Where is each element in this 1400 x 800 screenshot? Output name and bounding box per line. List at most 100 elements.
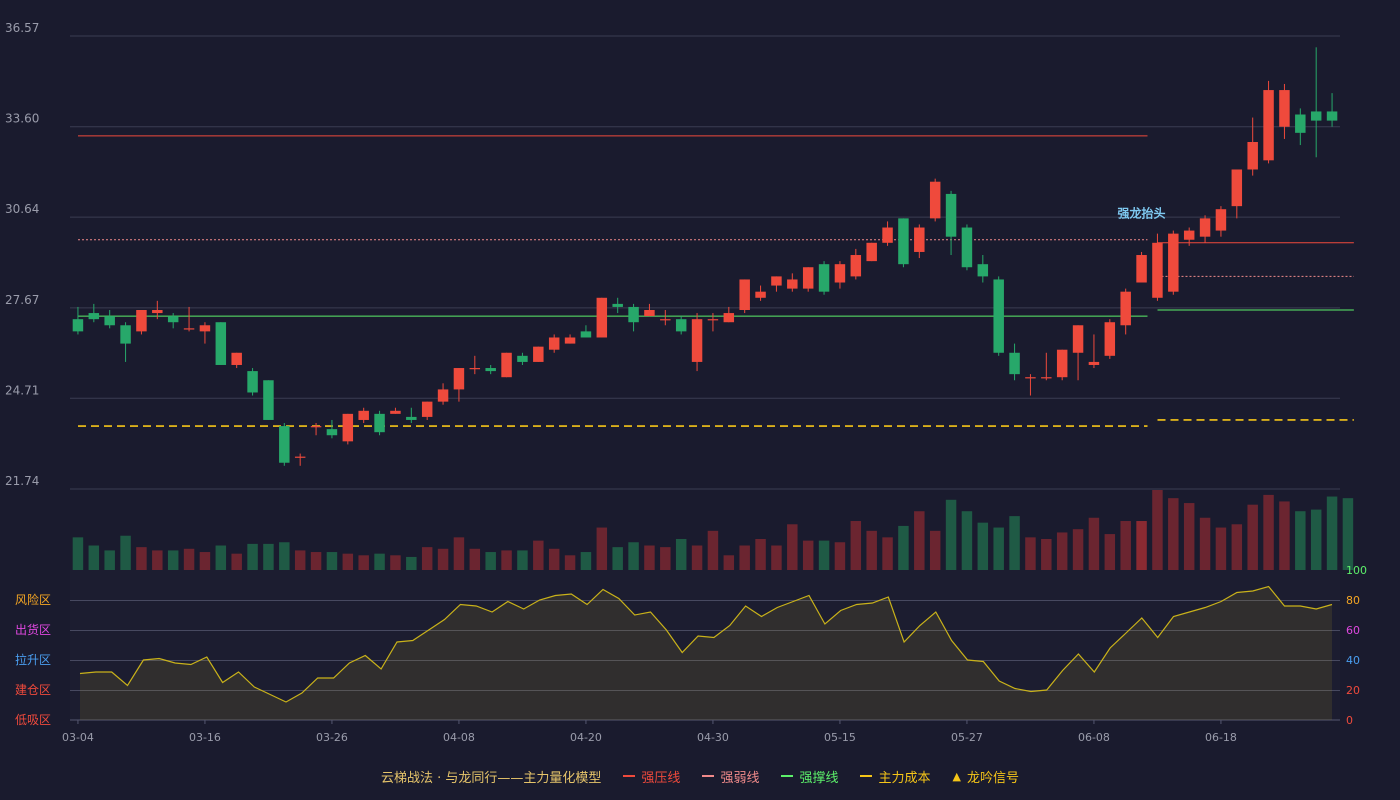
legend-title: 云梯战法 · 与龙同行——主力量化模型 — [381, 770, 602, 786]
volume-bar — [1199, 517, 1211, 570]
volume-bar — [802, 540, 814, 570]
oscillator-tick-label: 60 — [1346, 624, 1360, 637]
oscillator-tick-label: 0 — [1346, 714, 1353, 727]
candle-up — [866, 242, 877, 262]
zone-label: 出货区 — [15, 622, 51, 637]
volume-bar — [818, 540, 830, 570]
volume-bar — [977, 522, 989, 570]
oscillator-tick-label: 80 — [1346, 594, 1360, 607]
volume-bar — [326, 552, 338, 570]
legend-swatch — [702, 775, 715, 777]
volume-bar — [294, 550, 306, 570]
price-tick-label: 30.64 — [5, 202, 39, 216]
price-tick-label: 24.71 — [5, 383, 39, 397]
volume-bar — [564, 555, 576, 570]
candle-up — [152, 309, 163, 314]
candle-up — [1152, 242, 1163, 298]
x-tick-label: 03-04 — [62, 731, 94, 744]
volume-bar — [1041, 538, 1052, 570]
volume-bar — [929, 530, 941, 570]
legend-label: 强压线 — [641, 770, 681, 786]
price-tick-label: 27.67 — [5, 293, 39, 307]
candle-up — [1025, 377, 1036, 379]
legend-swatch — [623, 775, 636, 777]
volume-bar — [660, 547, 671, 570]
candle-down — [72, 319, 84, 332]
candle-down — [628, 306, 639, 323]
x-tick-label: 05-27 — [951, 731, 983, 744]
legend-item: 强弱线 — [702, 767, 759, 786]
candle-up — [929, 181, 941, 219]
volume-bar — [628, 542, 639, 570]
candle-down — [675, 319, 687, 332]
volume-bar — [231, 553, 242, 570]
candle-up — [310, 426, 322, 428]
candle-up — [469, 368, 481, 370]
legend-triangle-icon: ▲ — [952, 769, 961, 783]
volume-bar — [1247, 504, 1258, 570]
candle-up — [1104, 322, 1116, 356]
candle-down — [898, 218, 909, 265]
volume-bar — [898, 525, 909, 570]
volume-bar — [580, 552, 592, 570]
volume-bar — [1342, 498, 1354, 570]
legend-swatch — [781, 775, 794, 777]
candle-down — [326, 429, 338, 436]
candle-down — [993, 279, 1004, 353]
volume-bar — [72, 537, 84, 570]
candle-down — [485, 368, 496, 372]
x-tick-label: 06-18 — [1205, 731, 1237, 744]
candle-up — [723, 313, 735, 323]
candle-up — [1041, 377, 1052, 379]
volume-bar — [421, 547, 433, 570]
candle-down — [945, 193, 957, 237]
volume-bar — [596, 527, 608, 570]
volume-bar — [691, 545, 703, 570]
oscillator-area — [80, 586, 1332, 720]
volume-bar — [882, 537, 893, 570]
volume-bar — [1056, 532, 1068, 570]
price-tick-label: 21.74 — [5, 474, 39, 488]
volume-bar — [342, 553, 354, 570]
candle-up — [533, 346, 544, 362]
candle-up — [1231, 169, 1243, 207]
x-tick-label: 04-08 — [443, 731, 475, 744]
volume-bar — [485, 552, 496, 570]
zone-label: 拉升区 — [15, 652, 51, 667]
candle-down — [1009, 352, 1020, 375]
volume-bar — [612, 547, 623, 570]
oscillator-tick-label: 20 — [1346, 684, 1360, 697]
candle-up — [1168, 233, 1179, 292]
volume-bar — [1088, 517, 1100, 570]
volume-bar — [453, 537, 465, 570]
volume-bar — [1310, 509, 1322, 570]
candle-down — [104, 316, 115, 326]
volume-bar — [1152, 490, 1163, 570]
candle-up — [691, 319, 703, 362]
volume-bar — [406, 556, 417, 570]
legend-label: 强撑线 — [799, 770, 839, 786]
volume-bar — [961, 511, 973, 570]
x-tick-label: 05-15 — [824, 731, 856, 744]
zone-label: 建仓区 — [15, 683, 51, 697]
candle-up — [882, 227, 893, 243]
candle-down — [374, 413, 385, 433]
candle-down — [406, 416, 417, 420]
candle-up — [771, 276, 782, 286]
candle-up — [914, 227, 925, 252]
volume-bar — [517, 550, 528, 570]
volume-bar — [755, 538, 766, 570]
candle-up — [421, 401, 433, 417]
volume-bar — [548, 548, 560, 570]
volume-bar — [199, 552, 211, 570]
candle-up — [1056, 349, 1068, 378]
candle-down — [120, 325, 131, 344]
volume-bar — [644, 545, 655, 570]
candle-up — [1120, 291, 1131, 326]
candle-up — [755, 291, 766, 298]
volume-bar — [1104, 534, 1116, 570]
volume-bar — [787, 524, 798, 570]
candle-up — [1088, 361, 1100, 365]
volume-bar — [501, 550, 512, 570]
